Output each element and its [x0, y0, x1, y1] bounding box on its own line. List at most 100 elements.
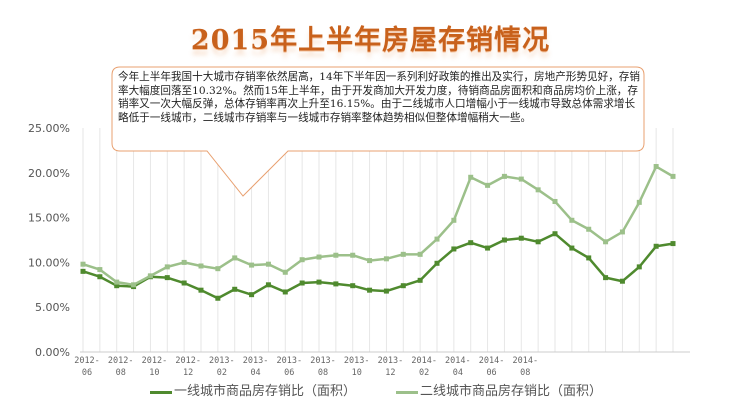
- data-point: [552, 198, 558, 204]
- data-point: [383, 288, 389, 294]
- legend-swatch-series1: [150, 390, 172, 394]
- data-point: [619, 229, 625, 235]
- x-tick-label: 2013-: [378, 356, 404, 366]
- data-point: [670, 173, 676, 179]
- data-point: [569, 217, 575, 223]
- x-tick-label: 2014-: [445, 356, 471, 366]
- x-tick-label: 02: [419, 368, 429, 378]
- y-tick-label: 20.00%: [28, 167, 70, 180]
- data-point: [282, 289, 288, 295]
- data-point: [653, 243, 659, 249]
- data-point: [215, 295, 221, 301]
- data-point: [198, 287, 204, 293]
- legend-label-series1: 一线城市商品房存销比（面积）: [174, 384, 357, 399]
- x-tick-label: 2013-: [276, 356, 302, 366]
- data-point: [636, 264, 642, 270]
- data-point: [147, 273, 153, 279]
- data-point: [501, 237, 507, 243]
- data-point: [434, 260, 440, 266]
- data-point: [299, 257, 305, 263]
- data-point: [164, 275, 170, 281]
- data-point: [114, 279, 120, 285]
- x-tick-label: 04: [250, 368, 260, 378]
- data-point: [97, 274, 103, 280]
- data-point: [299, 280, 305, 286]
- data-point: [249, 292, 255, 298]
- data-point: [653, 164, 659, 170]
- data-point: [265, 282, 271, 288]
- x-tick-label: 10: [352, 368, 362, 378]
- x-tick-label: 02: [217, 368, 227, 378]
- x-tick-label: 2013-: [310, 356, 336, 366]
- y-tick-label: 5.00%: [35, 301, 70, 314]
- data-point: [451, 246, 457, 252]
- data-point: [468, 240, 474, 246]
- data-point: [232, 286, 238, 292]
- data-point: [114, 283, 120, 289]
- x-tick-label: 2014-: [411, 356, 437, 366]
- x-tick-label: 08: [520, 368, 530, 378]
- x-tick-label: 2013-: [209, 356, 235, 366]
- x-tick-label: 2012-: [142, 356, 168, 366]
- data-point: [316, 279, 322, 285]
- y-tick-label: 25.00%: [28, 122, 70, 135]
- data-point: [198, 263, 204, 269]
- x-tick-label: 2014-: [479, 356, 505, 366]
- data-point: [80, 268, 86, 274]
- data-point: [518, 176, 524, 182]
- x-tick-label: 08: [318, 368, 328, 378]
- page-title: 2015年上半年房屋存销情况: [190, 25, 551, 56]
- x-tick-label: 12: [183, 368, 193, 378]
- x-tick-label: 04: [453, 368, 463, 378]
- x-tick-label: 06: [486, 368, 496, 378]
- data-point: [97, 267, 103, 273]
- data-point: [181, 280, 187, 286]
- x-tick-label: 12: [385, 368, 395, 378]
- data-point: [265, 261, 271, 267]
- x-tick-label: 08: [116, 368, 126, 378]
- data-point: [586, 226, 592, 232]
- series-line-2: [82, 165, 674, 287]
- data-point: [316, 254, 322, 260]
- data-point: [535, 187, 541, 193]
- data-point: [333, 281, 339, 287]
- data-point: [501, 173, 507, 179]
- x-tick-label: 2012-: [175, 356, 201, 366]
- callout-box: [111, 66, 645, 197]
- data-point: [249, 262, 255, 268]
- data-point: [350, 252, 356, 258]
- data-point: [603, 275, 609, 281]
- data-point: [569, 245, 575, 251]
- data-point: [80, 261, 86, 267]
- data-point: [636, 199, 642, 205]
- legend-swatch-series2: [396, 390, 419, 394]
- series-line-1: [82, 232, 674, 300]
- data-point: [131, 282, 137, 288]
- data-point: [400, 251, 406, 257]
- data-point: [586, 255, 592, 261]
- data-point: [333, 252, 339, 258]
- data-point: [383, 256, 389, 262]
- data-point: [164, 264, 170, 270]
- x-tick-label: 10: [149, 368, 159, 378]
- y-tick-label: 0.00%: [35, 346, 70, 359]
- data-point: [181, 259, 187, 265]
- data-point: [417, 251, 423, 257]
- legend-item-series1: 一线城市商品房存销比（面积）: [150, 384, 356, 400]
- data-point: [367, 258, 373, 264]
- data-point: [603, 239, 609, 245]
- data-point: [451, 217, 457, 223]
- data-point: [468, 174, 474, 180]
- callout-text: 今年上半年我国十大城市存销率依然居高，14年下半年因一系列利好政策的推出及实行，…: [118, 71, 640, 124]
- data-point: [552, 231, 558, 237]
- data-point: [400, 283, 406, 289]
- data-point: [485, 245, 491, 251]
- x-tick-label: 2013-: [344, 356, 370, 366]
- x-tick-label: 06: [284, 368, 294, 378]
- data-point: [215, 266, 221, 272]
- data-point: [518, 235, 524, 241]
- legend-item-series2: 二线城市商品房存销比（面积）: [396, 384, 602, 400]
- y-tick-label: 15.00%: [28, 212, 70, 225]
- legend: 一线城市商品房存销比（面积） 二线城市商品房存销比（面积）: [150, 384, 602, 400]
